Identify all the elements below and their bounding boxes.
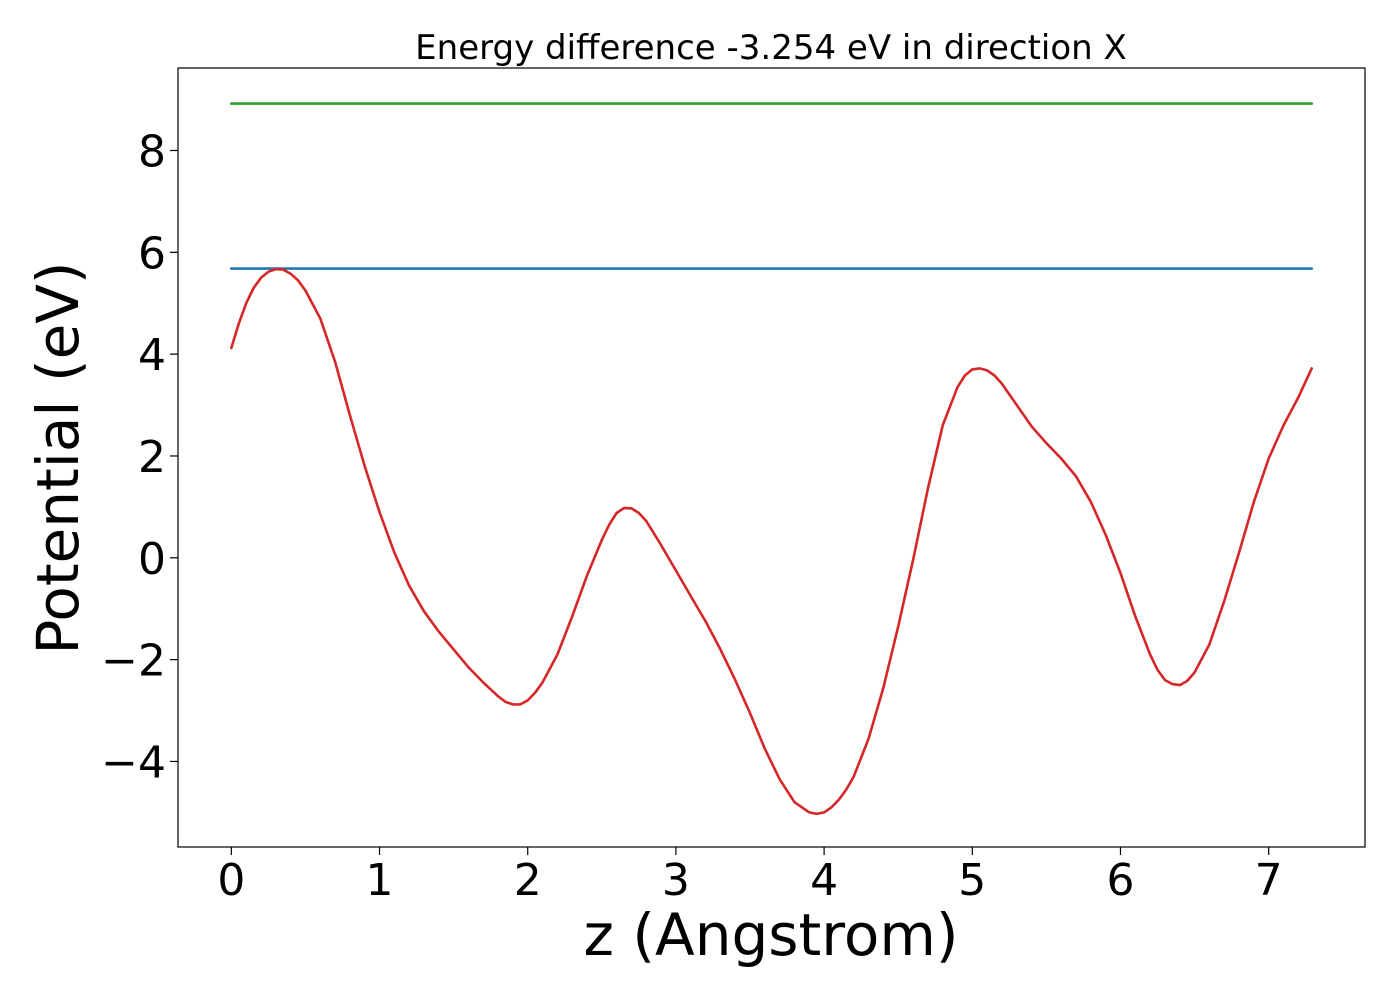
y-tick-label: 8 — [138, 126, 166, 177]
x-tick-label: 4 — [810, 855, 838, 906]
plot-area — [230, 102, 1313, 816]
chart-title: Energy difference -3.254 eV in direction… — [415, 28, 1127, 68]
y-tick-label: 2 — [138, 432, 166, 483]
series-line-3 — [230, 267, 1313, 816]
y-axis: −4 −2 0 2 4 6 8 — [101, 126, 178, 788]
x-tick-label: 5 — [958, 855, 986, 906]
x-tick-label: 2 — [514, 855, 542, 906]
x-tick-label: 3 — [662, 855, 690, 906]
plot-frame — [177, 67, 1366, 848]
x-axis: 0 1 2 3 4 5 6 7 — [217, 847, 1283, 906]
y-tick-label: 6 — [138, 228, 166, 279]
x-tick-label: 7 — [1255, 855, 1283, 906]
y-tick-label: 0 — [138, 534, 166, 585]
x-axis-label: z (Angstrom) — [584, 901, 959, 969]
y-tick-label: 4 — [138, 330, 166, 381]
x-tick-label: 1 — [366, 855, 394, 906]
x-tick-label: 6 — [1106, 855, 1134, 906]
y-tick-label: −2 — [101, 636, 166, 687]
y-axis-label: Potential (eV) — [24, 261, 92, 654]
x-tick-label: 0 — [217, 855, 245, 906]
y-tick-label: −4 — [101, 737, 166, 788]
